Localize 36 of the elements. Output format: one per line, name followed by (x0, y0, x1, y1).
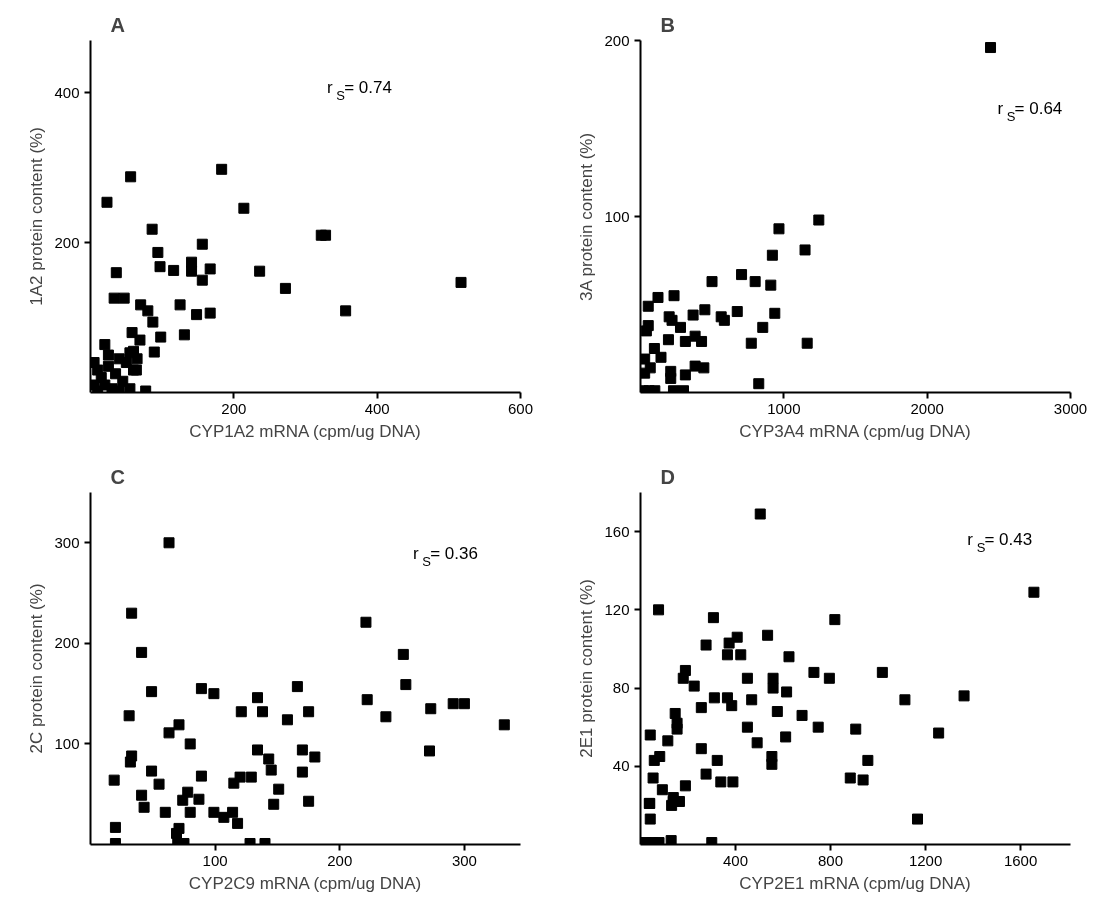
x-tick-label: 400 (723, 851, 749, 869)
x-tick-label: 100 (202, 851, 228, 869)
y-axis-title: 2E1 protein content (%) (577, 579, 597, 758)
x-tick-label: 200 (221, 399, 247, 417)
x-axis-title: CYP1A2 mRNA (cpm/ug DNA) (189, 421, 421, 441)
x-tick-label: 800 (818, 851, 844, 869)
x-tick-label: 200 (327, 851, 353, 869)
y-tick-label: 80 (612, 679, 630, 697)
x-tick-label: 300 (451, 851, 477, 869)
y-axis-title: 1A2 protein content (%) (27, 127, 47, 306)
x-tick-label: 400 (364, 399, 390, 417)
x-tick-label: 1000 (767, 399, 801, 417)
chart-title: A (110, 13, 125, 36)
y-tick-label: 200 (54, 233, 80, 251)
x-tick-label: 3000 (1053, 399, 1088, 417)
y-tick-label: 120 (604, 600, 630, 618)
y-axis-title: 2C protein content (%) (27, 583, 47, 754)
y-tick-label: 100 (54, 734, 80, 752)
y-tick-label: 400 (54, 83, 80, 101)
x-axis-title: CYP3A4 mRNA (cpm/ug DNA) (739, 421, 971, 441)
chart-title: D (660, 465, 675, 488)
chart-title: C (110, 465, 125, 488)
x-axis-title: CYP2E1 mRNA (cpm/ug DNA) (739, 873, 971, 893)
x-tick-label: 600 (507, 399, 534, 417)
x-tick-label: 2000 (910, 399, 944, 417)
y-tick-label: 40 (612, 757, 630, 775)
x-tick-label: 1200 (908, 851, 943, 869)
y-tick-label: 300 (54, 533, 80, 551)
x-tick-label: 1600 (1003, 851, 1038, 869)
y-tick-label: 200 (604, 31, 630, 49)
y-tick-label: 100 (604, 207, 630, 225)
chart-title: B (660, 13, 675, 36)
y-tick-label: 160 (604, 522, 630, 540)
x-axis-title: CYP2C9 mRNA (cpm/ug DNA) (188, 873, 422, 893)
y-axis-title: 3A protein content (%) (577, 132, 597, 302)
y-tick-label: 200 (54, 634, 80, 652)
